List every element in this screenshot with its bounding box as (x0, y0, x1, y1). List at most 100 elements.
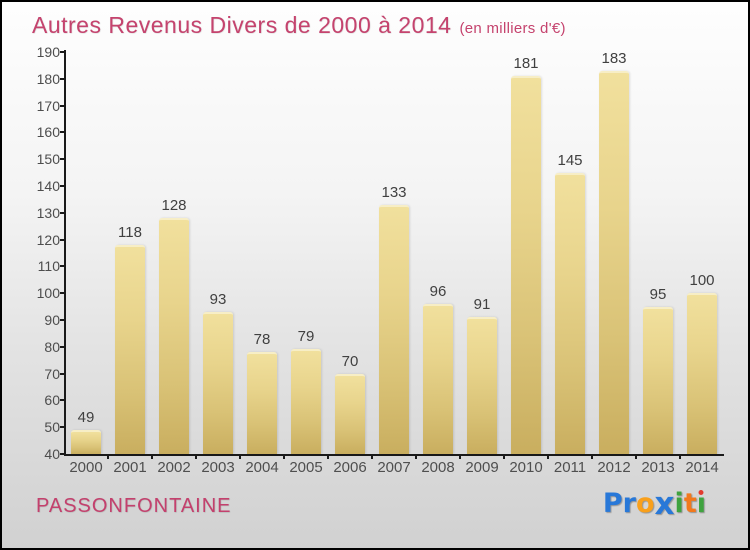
x-axis-tick-label: 2007 (377, 459, 411, 476)
bar-2003 (203, 311, 233, 454)
x-axis-tick (239, 454, 241, 459)
bar-value-label: 49 (77, 408, 95, 426)
y-axis-tick-label: 90 (44, 312, 60, 328)
x-axis-tick (107, 454, 109, 459)
y-axis-line (64, 50, 66, 456)
y-axis-tick (60, 319, 66, 321)
y-axis-tick-label: 110 (37, 258, 60, 275)
y-axis-tick (60, 131, 66, 134)
y-axis-tick-label: 150 (36, 151, 60, 168)
commune-name: PASSONFONTAINE (36, 495, 232, 517)
x-axis-tick-label: 2008 (421, 459, 455, 476)
x-axis-tick-label: 2005 (289, 459, 323, 476)
x-axis-tick-label: 2014 (685, 459, 719, 476)
bar-2006 (335, 373, 365, 454)
x-axis-tick-label: 2010 (509, 459, 543, 476)
y-axis-tick (60, 185, 66, 187)
bar-2011 (555, 172, 585, 454)
x-axis-tick (195, 454, 197, 459)
y-axis-tick-label: 180 (36, 70, 60, 87)
y-axis-tick-label: 130 (36, 204, 60, 221)
x-axis-tick-label: 2011 (553, 459, 587, 476)
x-axis-tick (283, 454, 285, 459)
x-axis-tick (459, 454, 461, 459)
x-axis-tick (327, 454, 329, 459)
x-axis-tick (503, 454, 505, 459)
bar-value-label: 79 (297, 328, 315, 346)
chart-header: Autres Revenus Divers de 2000 à 2014 (en… (32, 12, 566, 39)
bar-value-label: 95 (649, 285, 667, 303)
y-axis-tick (60, 238, 66, 241)
x-axis-tick-label: 2000 (69, 459, 103, 476)
x-axis-tick (151, 454, 153, 459)
bar-2014 (687, 293, 717, 454)
bar-value-label: 93 (209, 290, 227, 308)
x-axis-tick (547, 454, 549, 459)
proxiti-logo-letter-r: r (622, 488, 636, 519)
y-axis-tick-label: 70 (44, 365, 60, 382)
bar-2000 (71, 429, 101, 454)
y-axis-tick (60, 104, 66, 107)
y-axis-tick (60, 399, 66, 402)
bar-2007 (379, 204, 409, 454)
x-axis-tick-label: 2009 (465, 459, 499, 476)
y-axis-tick (60, 265, 66, 268)
bar-value-label: 91 (473, 296, 491, 314)
y-axis-tick-label: 140 (36, 178, 60, 194)
y-axis-tick-label: 100 (36, 285, 60, 302)
y-axis-tick (60, 51, 66, 53)
y-axis-tick (60, 372, 66, 375)
x-axis-tick (635, 454, 637, 459)
x-axis-tick-label: 2013 (641, 459, 675, 476)
proxiti-logo-letter-o: o (635, 488, 655, 519)
x-axis-tick-label: 2001 (113, 459, 147, 476)
y-axis-tick (60, 292, 66, 295)
y-axis-tick (60, 426, 66, 429)
bar-value-label: 100 (689, 272, 715, 290)
bar-value-label: 96 (429, 282, 447, 300)
bar-value-label: 78 (253, 331, 271, 349)
x-axis-tick (679, 454, 681, 459)
bar-value-label: 70 (341, 352, 359, 370)
bar-2002 (159, 218, 189, 454)
bar-2010 (511, 76, 541, 454)
bar-2012 (599, 70, 629, 454)
proxiti-logo-letter-t: t (683, 488, 697, 519)
y-axis-tick (60, 211, 66, 214)
y-axis-tick-label: 120 (36, 231, 60, 248)
bar-value-label: 118 (118, 223, 142, 241)
bar-value-label: 133 (381, 183, 407, 201)
proxiti-logo-letter-i: i (674, 488, 684, 519)
chart-title: Autres Revenus Divers de 2000 à 2014 (32, 12, 452, 38)
y-axis-tick-label: 170 (36, 97, 60, 114)
x-axis-tick-label: 2006 (333, 459, 367, 476)
bar-2008 (423, 303, 453, 454)
bar-2005 (291, 349, 321, 454)
proxiti-logo-letter-P: P (602, 488, 623, 519)
bar-value-label: 145 (557, 151, 583, 169)
bar-2001 (115, 244, 145, 454)
y-axis-tick-label: 80 (44, 338, 60, 355)
y-axis-tick (60, 158, 66, 161)
x-axis-tick (591, 454, 593, 459)
proxiti-logo: Proxitı (602, 486, 706, 522)
bar-value-label: 181 (513, 55, 539, 73)
y-axis-tick (60, 345, 66, 348)
x-axis-line (64, 454, 724, 456)
bar-2009 (467, 317, 497, 454)
x-axis-tick (371, 454, 373, 459)
y-axis-tick (60, 77, 66, 80)
proxiti-logo-letter-x: x (654, 486, 675, 522)
chart-subtitle: (en milliers d'€) (459, 20, 566, 37)
x-axis-tick-label: 2004 (245, 459, 279, 476)
bar-2004 (247, 352, 277, 454)
y-axis-tick-label: 190 (36, 44, 60, 60)
bar-2013 (643, 306, 673, 454)
proxiti-logo-red-dot (698, 490, 704, 495)
y-axis-tick (60, 453, 66, 455)
x-axis-tick-label: 2003 (201, 459, 235, 476)
y-axis-tick-label: 60 (44, 392, 60, 409)
x-axis-tick-label: 2002 (157, 459, 191, 476)
x-axis-tick-label: 2012 (597, 459, 631, 476)
